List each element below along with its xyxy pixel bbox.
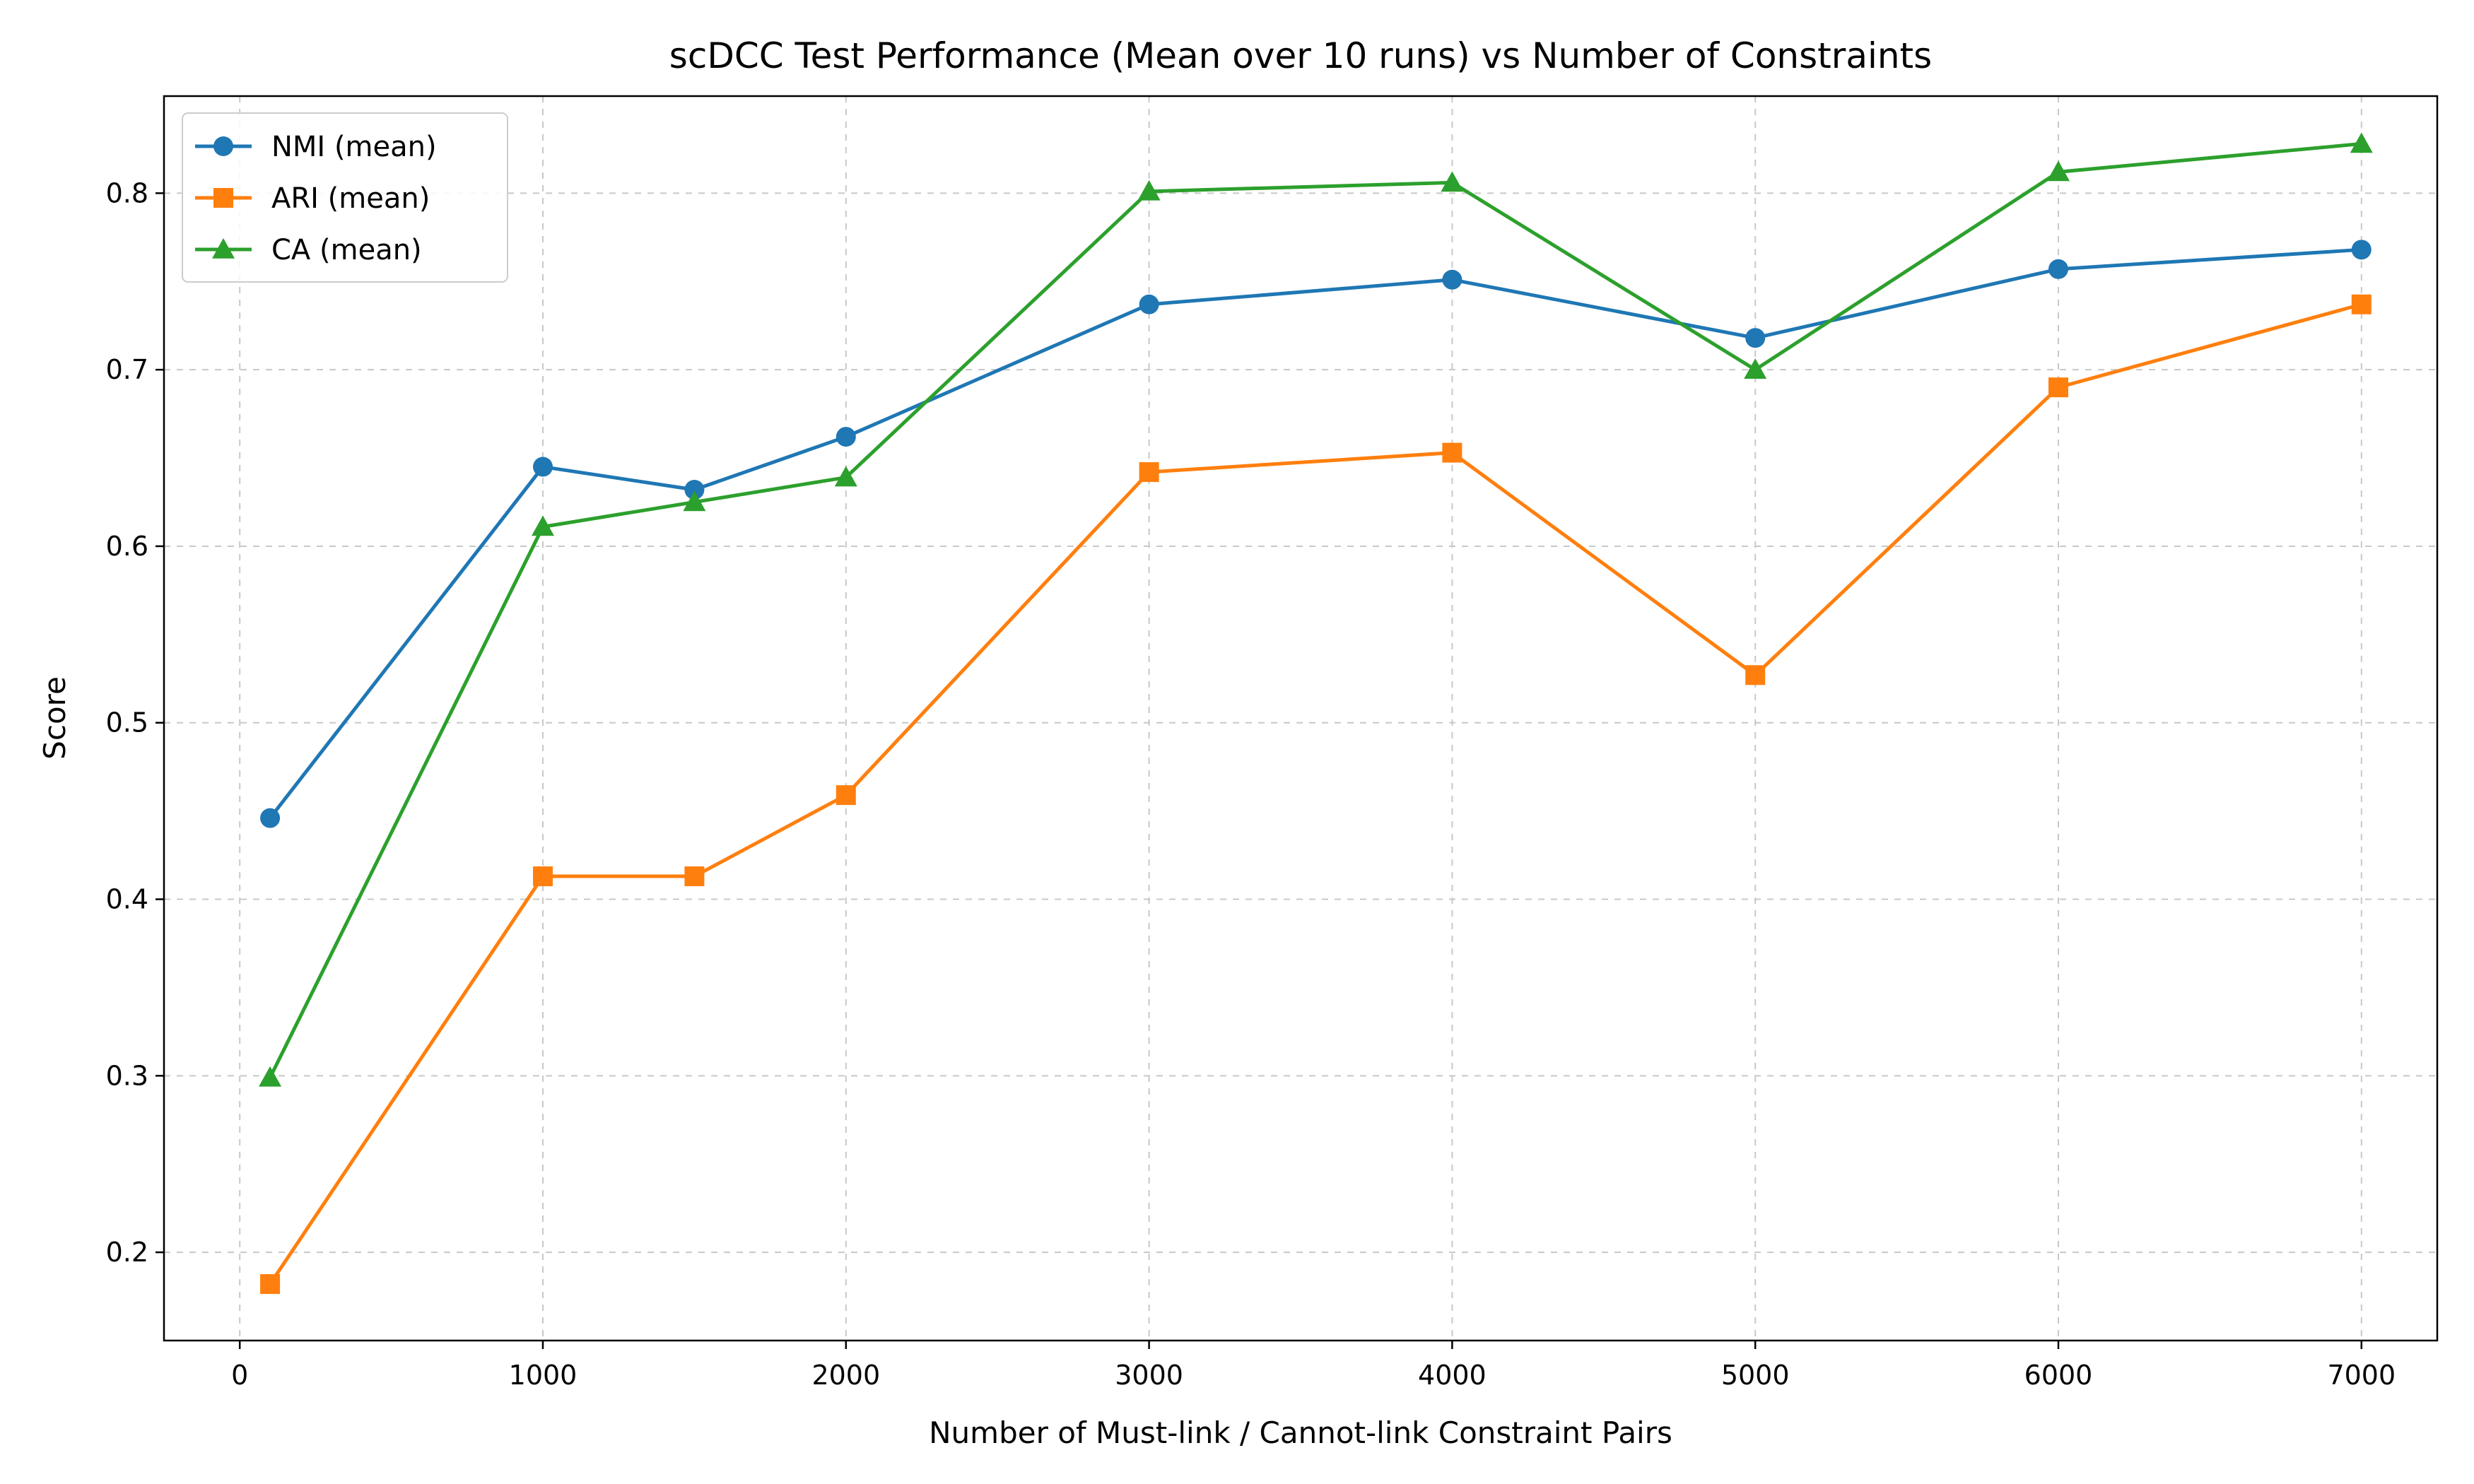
- x-axis-label: Number of Must-link / Cannot-link Constr…: [929, 1415, 1672, 1450]
- series-ca: [259, 132, 2373, 1087]
- y-tick-label: 0.2: [106, 1237, 148, 1268]
- data-point: [1139, 462, 1159, 483]
- legend-item: NMI (mean): [195, 131, 437, 163]
- x-tick-label: 7000: [2327, 1360, 2396, 1391]
- legend-label: ARI (mean): [271, 182, 430, 215]
- data-point: [532, 515, 554, 536]
- legend-label: CA (mean): [271, 234, 422, 266]
- data-point: [2048, 377, 2068, 398]
- data-point: [684, 480, 705, 500]
- legend-marker: [212, 238, 235, 259]
- data-point: [1442, 269, 1462, 290]
- data-point: [2351, 240, 2372, 260]
- data-point: [1137, 179, 1161, 201]
- series-nmi: [260, 240, 2372, 828]
- y-axis-label: Score: [37, 676, 72, 760]
- x-tick-label: 2000: [811, 1360, 880, 1391]
- x-tick-label: 4000: [1418, 1360, 1487, 1391]
- x-tick-label: 5000: [1721, 1360, 1790, 1391]
- series-layer: [259, 132, 2373, 1295]
- legend-marker: [213, 188, 233, 208]
- data-point: [259, 1066, 282, 1087]
- data-point: [2350, 132, 2373, 153]
- data-point: [533, 866, 553, 887]
- legend-box: [182, 112, 508, 283]
- data-point: [260, 808, 281, 828]
- data-point: [260, 1274, 281, 1295]
- data-point: [1139, 294, 1159, 314]
- legend: NMI (mean) ARI (mean) CA (mean): [182, 112, 508, 283]
- data-point: [1745, 328, 1766, 348]
- y-tick-label: 0.3: [106, 1060, 148, 1091]
- axes: 0 1000 2000 3000 4000 5000 6000 7000 0.2 0.3 0.4 0.…: [106, 177, 2396, 1391]
- y-tick-label: 0.8: [106, 177, 148, 208]
- y-tick-label: 0.7: [106, 354, 148, 385]
- y-tick-label: 0.5: [106, 707, 148, 738]
- data-point: [2048, 259, 2068, 279]
- y-tick-label: 0.6: [106, 531, 148, 562]
- x-tick-label: 1000: [509, 1360, 578, 1391]
- x-tick-label: 0: [231, 1360, 248, 1391]
- series-ari: [260, 294, 2372, 1295]
- data-point: [1442, 442, 1462, 463]
- data-point: [836, 427, 856, 447]
- plot-frame: [163, 95, 2439, 1342]
- data-point: [2047, 160, 2070, 182]
- x-tick-label: 3000: [1115, 1360, 1183, 1391]
- data-point: [683, 490, 706, 512]
- legend-item: CA (mean): [195, 234, 422, 266]
- data-point: [1441, 171, 1464, 192]
- data-point: [1744, 358, 1767, 379]
- chart-title: scDCC Test Performance (Mean over 10 run…: [669, 35, 1932, 76]
- y-tick-label: 0.4: [106, 884, 148, 915]
- data-point: [836, 785, 856, 806]
- data-point: [533, 457, 553, 477]
- data-point: [1745, 665, 1766, 685]
- legend-item: ARI (mean): [195, 182, 430, 215]
- x-tick-label: 6000: [2024, 1360, 2093, 1391]
- legend-label: NMI (mean): [271, 131, 437, 163]
- data-point: [834, 466, 857, 487]
- data-point: [684, 866, 705, 887]
- data-point: [2351, 294, 2372, 314]
- legend-marker: [213, 136, 233, 156]
